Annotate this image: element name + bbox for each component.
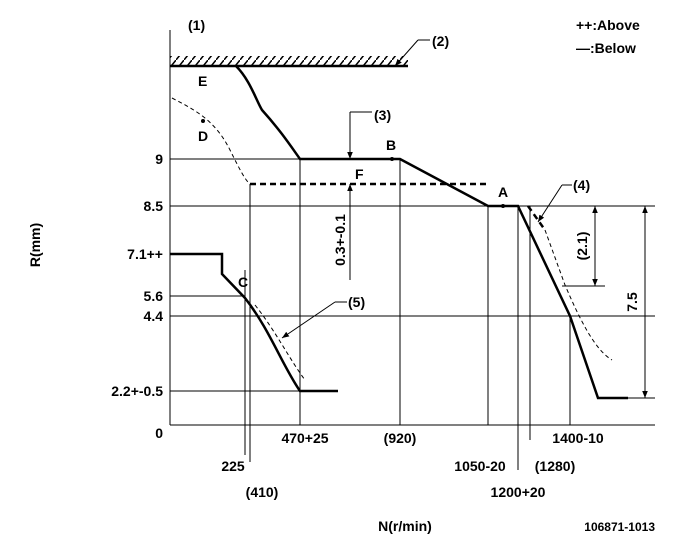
point-label: D [198, 128, 208, 144]
r-tick-label: 4.4 [144, 308, 164, 324]
point-label: A [498, 184, 508, 200]
n-tick-label: 1400-10 [552, 430, 604, 446]
r-tick-label: 9 [155, 151, 163, 167]
dimension-label: 7.5 [624, 292, 640, 312]
n-tick-label: 470+25 [281, 430, 328, 446]
point-label: F [355, 166, 364, 182]
point-label: B [386, 137, 396, 153]
point-label: E [198, 73, 207, 89]
n-tick-label: 225 [221, 458, 245, 474]
n-tick-label: 1200+20 [491, 484, 546, 500]
drawing [169, 30, 655, 470]
callout: (1) [188, 17, 205, 33]
point-label: C [238, 274, 248, 290]
n-tick-label: (410) [246, 484, 279, 500]
callout: (3) [374, 107, 391, 123]
n-tick-label: 1050-20 [454, 458, 506, 474]
axis-title: N(r/min) [378, 518, 432, 534]
callout: (4) [573, 177, 590, 193]
dimension-label: (2.1) [574, 232, 590, 261]
dimension-label: 0.3+-0.1 [332, 214, 348, 266]
r-tick-label: 0 [155, 425, 163, 441]
callout: (5) [348, 294, 365, 310]
r-tick-label: 8.5 [144, 198, 164, 214]
r-tick-label: 5.6 [144, 288, 164, 304]
axis-title: R(mm) [27, 223, 43, 267]
n-tick-label: (1280) [535, 458, 575, 474]
n-tick-label: (920) [384, 430, 417, 446]
callout: (2) [432, 33, 449, 49]
legend-entry: ++:Above [576, 17, 640, 33]
r-tick-label: 7.1++ [127, 246, 163, 262]
legend-entry: —:Below [576, 40, 636, 56]
r-tick-label: 2.2+-0.5 [111, 383, 163, 399]
drawing-number: 106871-1013 [584, 520, 655, 534]
